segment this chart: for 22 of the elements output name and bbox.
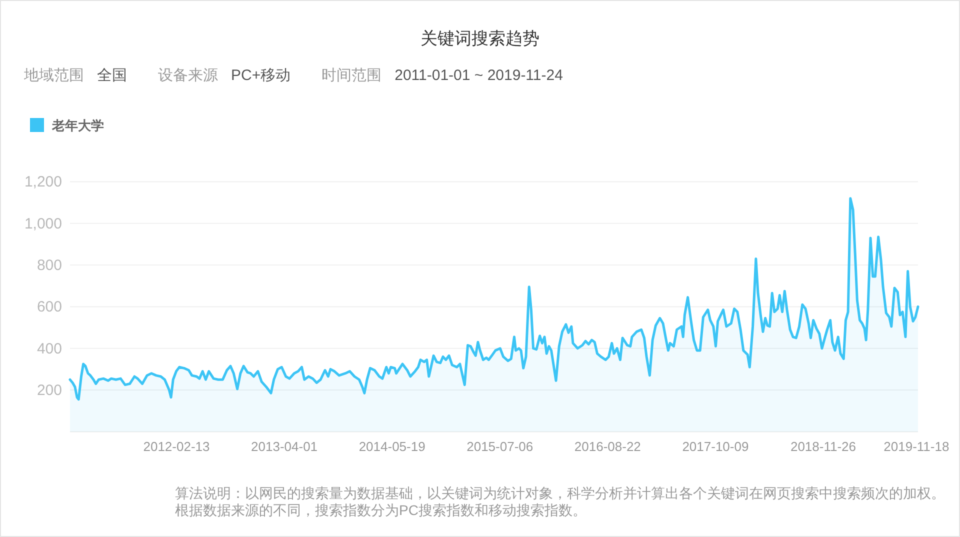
ytick: 600 — [36, 298, 62, 316]
xtick: 2019-11-18 — [884, 439, 950, 454]
annotation: 时间范围 — [322, 67, 382, 84]
xtick: 2016-08-22 — [574, 439, 641, 454]
xtick: 2015-07-06 — [466, 439, 534, 454]
ytick: 1,000 — [24, 215, 62, 232]
xtick: 2018-11-26 — [790, 439, 856, 454]
xtick: 2017-10-09 — [682, 439, 749, 454]
annotation: 设备来源 — [158, 67, 218, 84]
title: 关键词搜索趋势 — [420, 29, 540, 48]
annotation: PC+移动 — [231, 67, 291, 84]
ytick: 1,200 — [24, 174, 62, 191]
xtick: 2012-02-13 — [143, 439, 210, 454]
ytick: 400 — [36, 340, 62, 358]
ytick: 800 — [36, 257, 62, 274]
annotation: 2011-01-01 ~ 2019-11-24 — [394, 67, 563, 84]
xtick: 2013-04-01 — [251, 439, 318, 454]
annotation: 全国 — [97, 67, 127, 84]
annotation: 地域范围 — [24, 67, 84, 84]
ytick: 200 — [36, 382, 62, 400]
xtick: 2014-05-19 — [358, 439, 426, 454]
annotation: 算法说明：以网民的搜索量为数据基础，以关键词为统计对象，科学分析并计算出各个关键词在网页搜索中搜索频次的加权。根据数据来源的不同，搜索指数分为PC搜索指数和移动搜索指数。 — [175, 485, 945, 518]
